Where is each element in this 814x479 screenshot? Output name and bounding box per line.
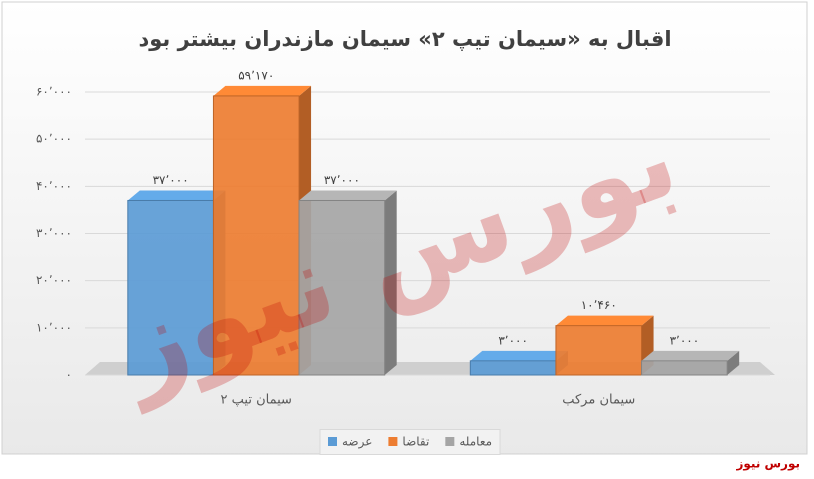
bar-top: [641, 350, 740, 361]
legend-swatch: [328, 437, 337, 446]
legend-label: عرضه: [342, 435, 372, 450]
y-tick-label: ۵۰٬۰۰۰: [36, 132, 72, 146]
x-tick-label: سیمان مرکب: [562, 393, 635, 408]
chart-title: اقبال به «سیمان تیپ ۲» سیمان مازندران بی…: [138, 27, 671, 51]
bar-top: [213, 85, 312, 96]
legend-label: معامله: [459, 435, 492, 449]
x-tick-label: سیمان تیپ ۲: [221, 393, 292, 408]
legend-label: تقاضا: [402, 435, 429, 449]
data-label: ۱۰٬۴۶۰: [581, 298, 617, 312]
data-label: ۵۹٬۱۷۰: [238, 68, 274, 82]
data-label: ۳۷٬۰۰۰: [153, 173, 189, 187]
bar: [298, 199, 386, 376]
bar-side: [384, 190, 397, 375]
bar-top: [299, 190, 397, 201]
data-label: ۳٬۰۰۰: [670, 333, 700, 347]
plot: ۰ ۱۰٬۰۰۰ ۲۰٬۰۰۰ ۳۰٬۰۰۰ ۴۰٬۰۰۰ ۵۰٬۰۰۰ ۶۰٬۰۰۰ سیم…: [36, 68, 770, 408]
bar-side: [727, 350, 740, 375]
bar: [469, 360, 557, 376]
legend-box: [319, 429, 501, 455]
bar: [641, 360, 728, 376]
watermark: بورس نیوز: [735, 457, 800, 472]
bar-top: [470, 350, 568, 361]
y-tick-label: ۰: [66, 368, 72, 382]
y-tick-label: ۶۰٬۰۰۰: [36, 85, 72, 99]
data-label: ۳٬۰۰۰: [498, 333, 528, 347]
bar-top: [555, 315, 654, 326]
legend-swatch: [445, 437, 455, 446]
y-tick-label: ۲۰٬۰۰۰: [36, 273, 72, 287]
y-tick-label: ۱۰٬۰۰۰: [36, 320, 72, 334]
data-label: ۳۷٬۰۰۰: [324, 173, 360, 187]
y-tick-label: ۴۰٬۰۰۰: [36, 179, 72, 193]
bar-top: [127, 190, 226, 201]
bar: [212, 95, 300, 376]
y-tick-label: ۳۰٬۰۰۰: [36, 226, 72, 240]
legend-swatch: [388, 437, 398, 446]
bar: [555, 325, 643, 376]
legend: عرضه تقاضا معامله: [319, 429, 501, 455]
bar: [127, 199, 214, 376]
